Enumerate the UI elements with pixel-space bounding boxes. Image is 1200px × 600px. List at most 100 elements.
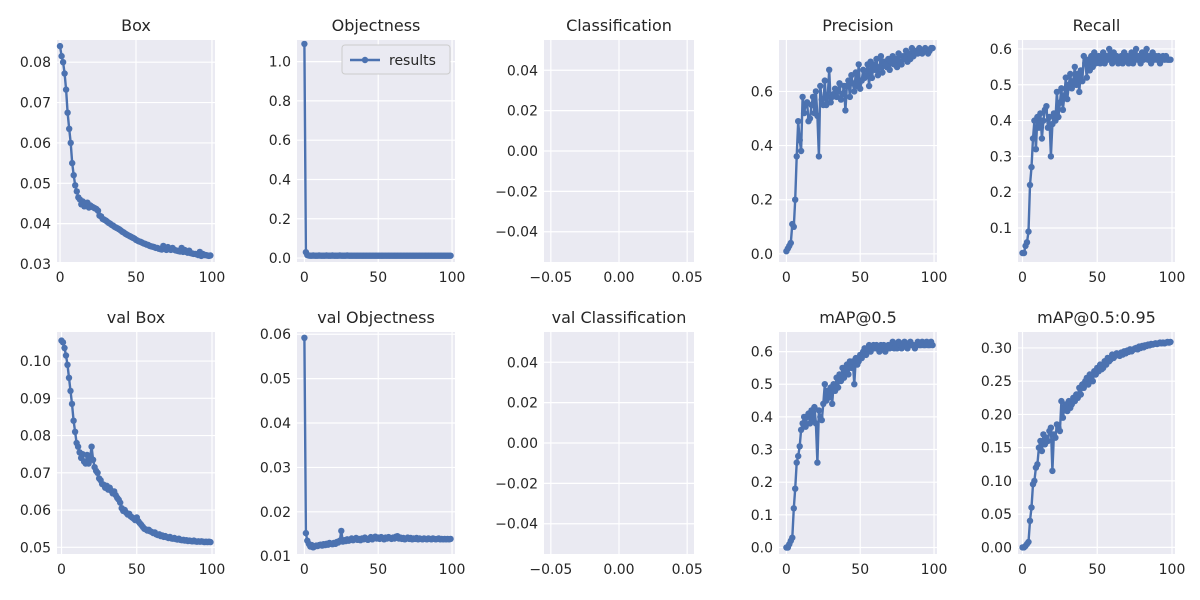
x-tick-label: −0.05 (529, 562, 572, 578)
data-point (826, 394, 833, 401)
data-point (447, 535, 454, 543)
data-point (1073, 81, 1080, 89)
panel-0: 0 50 100 0.03 0.04 0.05 0.06 0.07 0.08 Box (20, 16, 226, 286)
y-tick-label: 0.09 (20, 391, 51, 407)
data-point (812, 420, 820, 427)
x-tick-label: 0.00 (603, 562, 634, 578)
data-point (1044, 437, 1052, 445)
x-tick-label: −0.05 (529, 270, 572, 286)
data-point (839, 90, 846, 98)
data-point (848, 364, 855, 372)
panel-title: mAP@0.5 (819, 308, 897, 327)
data-point (815, 153, 823, 160)
data-point (793, 459, 800, 466)
panel-9: 0 50 100 0.00 0.05 0.10 0.15 0.20 0.25 0.30 mAP@0.… (981, 308, 1186, 578)
data-point (85, 460, 92, 467)
data-point (868, 74, 876, 82)
data-point (73, 188, 81, 195)
x-tick-label: 50 (369, 562, 387, 578)
panel-4: 0 50 100 0.1 0.2 0.3 0.4 0.5 0.6 Recall (990, 16, 1186, 286)
y-tick-label: 0.06 (20, 136, 51, 152)
data-point (814, 112, 821, 120)
data-point (1167, 56, 1174, 63)
data-point (1047, 424, 1055, 431)
x-tick-label: 0.05 (672, 270, 703, 286)
x-tick-label: 100 (199, 562, 226, 578)
y-tick-label: 0.1 (990, 221, 1012, 237)
data-point (837, 96, 845, 103)
panel-title: val Box (107, 308, 166, 327)
data-point (1029, 135, 1037, 142)
data-point (1032, 146, 1040, 153)
y-tick-label: 0.4 (269, 172, 291, 188)
y-tick-label: 0.02 (260, 505, 291, 521)
data-point (855, 61, 862, 68)
data-point (67, 387, 74, 395)
data-point (1080, 384, 1088, 391)
y-tick-label: −0.04 (495, 517, 538, 533)
y-tick-label: −0.04 (495, 225, 538, 241)
data-point (790, 223, 797, 230)
data-point (1053, 88, 1061, 96)
y-tick-label: 0.04 (20, 217, 51, 233)
data-point (1091, 49, 1098, 56)
data-point (56, 42, 64, 50)
x-tick-label: 0.05 (672, 562, 703, 578)
legend-marker (361, 56, 369, 64)
x-tick-label: 50 (1088, 270, 1106, 286)
data-point (1068, 85, 1076, 92)
data-point (207, 252, 214, 259)
panel-5: 0 50 100 0.05 0.06 0.07 0.08 0.09 0.10 val Box (20, 308, 226, 578)
data-point (88, 443, 95, 450)
x-tick-label: 100 (1159, 270, 1186, 286)
x-tick-label: 100 (439, 562, 466, 578)
data-point (1031, 477, 1038, 485)
data-point (1038, 135, 1046, 142)
y-tick-label: 0.6 (751, 345, 773, 361)
data-point (792, 485, 799, 492)
data-point (821, 77, 828, 84)
y-tick-label: 0.2 (990, 185, 1012, 201)
data-point (858, 354, 865, 362)
data-point (929, 341, 936, 349)
data-point (790, 505, 797, 512)
y-tick-label: 0.04 (507, 355, 538, 371)
data-point (800, 109, 808, 117)
data-point (59, 339, 67, 346)
data-point (799, 93, 806, 101)
y-tick-label: 0.02 (507, 396, 538, 412)
data-point (796, 443, 803, 450)
y-tick-label: 0.2 (751, 475, 773, 491)
legend-box (341, 44, 451, 75)
data-point (59, 59, 67, 66)
data-point (845, 371, 852, 378)
data-point (802, 423, 809, 430)
data-point (1106, 45, 1113, 53)
plot-area (1018, 40, 1175, 262)
data-point (870, 61, 877, 68)
data-point (862, 72, 870, 79)
panel-title: Recall (1073, 16, 1121, 35)
plot-area (779, 332, 937, 554)
data-point (929, 44, 936, 52)
y-tick-label: 0.2 (751, 193, 773, 209)
data-point (814, 459, 821, 466)
data-point (338, 527, 345, 535)
data-point (1079, 78, 1086, 85)
data-point (61, 344, 68, 352)
y-tick-label: 0.04 (507, 63, 538, 79)
data-point (808, 101, 815, 109)
data-point (879, 69, 886, 76)
data-point (826, 66, 833, 74)
x-tick-label: 0.00 (603, 270, 634, 286)
x-tick-label: 0 (782, 562, 791, 578)
data-point (1132, 45, 1140, 53)
data-point (62, 86, 70, 93)
data-point (1080, 52, 1088, 60)
y-tick-label: 0.00 (981, 540, 1012, 556)
data-point (821, 381, 828, 388)
data-point (1055, 113, 1062, 121)
data-point (70, 172, 77, 179)
plot-area (297, 332, 455, 554)
data-point (830, 381, 837, 388)
